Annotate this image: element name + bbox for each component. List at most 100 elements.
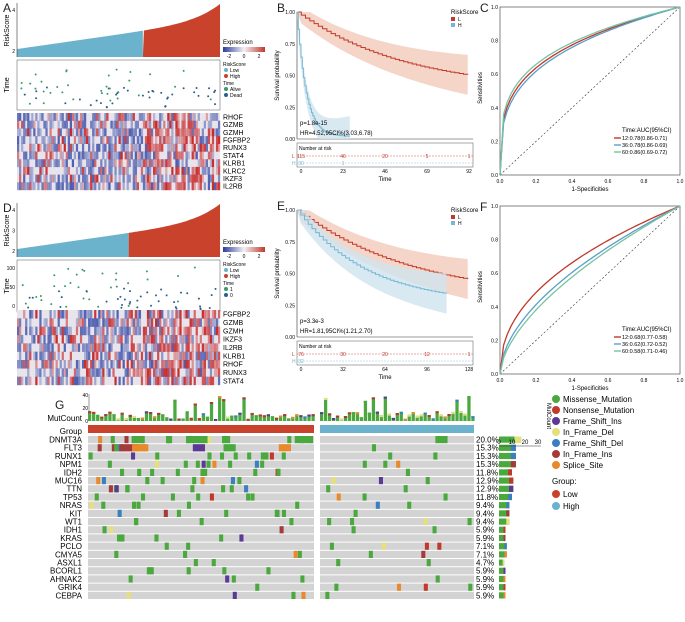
- oncoplot-mutation: [186, 542, 191, 550]
- oncoplot-mutation: [111, 444, 116, 452]
- heat-cell: [49, 128, 52, 137]
- heat-cell: [189, 128, 192, 137]
- heat-cell: [35, 136, 38, 144]
- roc-ytick: 0.6: [491, 72, 498, 78]
- heat-cell: [108, 166, 111, 175]
- heat-cell: [187, 128, 190, 137]
- heat-cell: [79, 120, 83, 129]
- heat-cell: [211, 182, 215, 191]
- heat-cell: [77, 368, 81, 377]
- heat-cell: [124, 151, 127, 160]
- expr-colorbar: [223, 247, 265, 252]
- heat-cell: [138, 113, 142, 121]
- oncoplot-mutation: [405, 468, 410, 476]
- oncoplot-mutation: [206, 436, 212, 444]
- heat-cell: [63, 310, 66, 319]
- heat-cell: [157, 166, 160, 175]
- heat-cell: [205, 310, 209, 319]
- heat-cell: [126, 368, 129, 377]
- heat-cell: [211, 113, 215, 121]
- heat-cell: [211, 128, 215, 137]
- oncoplot-mutation: [336, 559, 341, 567]
- oncoplot-mutation: [89, 501, 94, 509]
- heat-cell: [33, 143, 36, 152]
- heat-cell: [163, 368, 166, 377]
- heat-cell: [157, 174, 160, 183]
- oncoplot-mutation: [244, 485, 249, 493]
- heat-cell: [195, 136, 198, 144]
- oncoplot-mutation: [114, 485, 119, 493]
- time-point: [27, 306, 30, 309]
- heat-cell: [51, 151, 54, 160]
- mutcount-bar: [258, 414, 262, 421]
- gene-count-bar-seg: [503, 592, 506, 599]
- legend-dead-dot: [224, 293, 228, 297]
- roc-curve-0: [499, 205, 681, 375]
- heat-cell: [21, 360, 24, 369]
- heat-cell: [171, 143, 174, 152]
- heat-cell: [25, 376, 28, 386]
- heat-cell: [114, 159, 117, 168]
- heat-cell: [88, 159, 91, 168]
- mutcount-bar-seg: [467, 396, 471, 399]
- heat-cell: [153, 159, 156, 168]
- heat-cell: [144, 343, 148, 352]
- heat-cell: [153, 310, 156, 319]
- heat-cell: [81, 318, 85, 327]
- mutcount-bar-seg: [266, 414, 271, 417]
- heat-cell: [199, 174, 202, 183]
- heat-cell: [96, 151, 99, 160]
- heat-cell: [138, 128, 142, 137]
- heat-cell: [177, 113, 180, 121]
- mutcount-bar: [157, 412, 161, 421]
- heat-cell: [161, 343, 164, 352]
- oncoplot-mutation: [362, 460, 367, 468]
- oncoplot-mutation: [329, 542, 334, 550]
- heat-cell: [187, 151, 190, 160]
- heat-cell: [150, 310, 154, 319]
- time-point: [199, 305, 202, 308]
- oncoplot-mutation: [108, 485, 113, 493]
- heat-cell: [134, 182, 137, 191]
- time-point: [160, 91, 163, 94]
- heat-cell: [81, 113, 85, 121]
- group-legend-high: High: [563, 502, 579, 511]
- heat-cell: [173, 318, 176, 327]
- heat-cell: [100, 310, 103, 319]
- heat-cell: [159, 343, 162, 352]
- km-legend-H-swatch: [451, 221, 455, 225]
- heat-cell: [57, 128, 60, 137]
- heat-cell: [209, 335, 213, 344]
- heat-cell: [146, 310, 150, 319]
- gene-bar-tick: 10: [509, 440, 516, 446]
- heat-cell: [17, 151, 20, 160]
- time-point: [174, 85, 177, 88]
- oncoplot-mutation: [378, 477, 383, 485]
- heat-cell: [98, 368, 101, 377]
- mutcount-bar: [112, 414, 116, 421]
- gene-bar-tick: 30: [535, 440, 542, 446]
- heat-cell: [19, 113, 22, 121]
- heat-cell: [114, 326, 117, 336]
- heat-cell: [118, 376, 121, 386]
- time-point: [60, 296, 63, 299]
- risk-L-count: 12: [424, 352, 430, 358]
- oncoplot-mutation: [125, 485, 130, 493]
- time-point: [45, 86, 48, 89]
- oncoplot-legend-dot: [552, 406, 560, 414]
- heat-cell: [215, 159, 219, 168]
- heat-cell: [96, 343, 99, 352]
- mutcount-bar-seg: [185, 411, 189, 414]
- heat-cell: [92, 166, 95, 175]
- heat-cell: [73, 151, 77, 160]
- heat-cell: [88, 351, 91, 361]
- heat-cell: [146, 368, 150, 377]
- mutcount-bar-seg: [283, 414, 287, 417]
- heat-cell: [100, 351, 103, 361]
- oncoplot-mutation: [297, 550, 302, 558]
- heat-cell: [79, 128, 83, 137]
- oncoplot-mutation: [183, 460, 188, 468]
- heat-cell: [27, 368, 30, 377]
- mutcount-bar: [407, 414, 411, 421]
